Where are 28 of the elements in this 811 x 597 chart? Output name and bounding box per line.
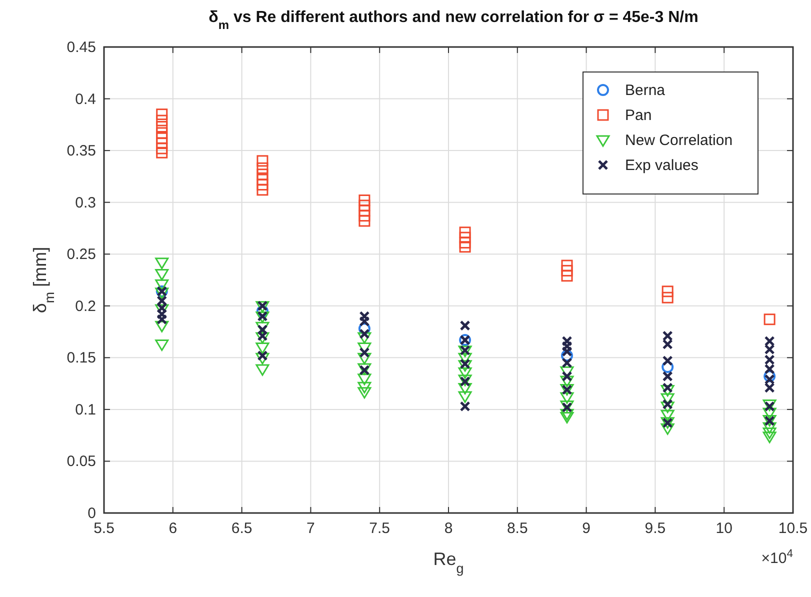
y-tick-label: 0.2 <box>75 298 96 315</box>
y-tick-label: 0.3 <box>75 194 96 212</box>
y-tick-label: 0.1 <box>75 401 96 418</box>
y-tick-label: 0.15 <box>66 350 96 367</box>
y-tick-label: 0.35 <box>66 142 96 160</box>
x-tick-label: 7.5 <box>369 520 390 537</box>
chart-title: δ$_{m}$ vs Re different authors and new correlation for σ = 45e-3 N/m <box>208 9 698 32</box>
x-tick-label: 9 <box>582 520 590 537</box>
y-tick-label: 0.4 <box>75 90 96 108</box>
text: ×10$^{4}$ <box>761 548 793 567</box>
y-tick-label: 0 <box>88 505 96 522</box>
x-tick-label: 8 <box>444 520 453 537</box>
x-tick-label: 10.5 <box>778 520 808 537</box>
x-tick-label: 6 <box>168 520 178 537</box>
x-axis-title: Re$_{g}$ <box>433 549 464 576</box>
y-tick-label: 0.25 <box>66 246 96 264</box>
x-tick-label: 8.5 <box>506 520 528 537</box>
x-tick-label: 6.5 <box>231 520 252 537</box>
y-tick-label: 0.05 <box>66 453 96 470</box>
x-tick-label: 10 <box>716 520 732 537</box>
x-tick-label: 9.5 <box>644 520 666 537</box>
legend-label: Pan <box>625 107 652 124</box>
x-tick-label: 7 <box>306 520 315 537</box>
y-tick-label: 0.45 <box>66 39 96 56</box>
legend-label: New Correlation <box>625 132 733 149</box>
x-tick-label: 5.5 <box>94 520 114 537</box>
legend-label: Berna <box>625 82 666 99</box>
legend-label: Exp values <box>625 157 698 174</box>
